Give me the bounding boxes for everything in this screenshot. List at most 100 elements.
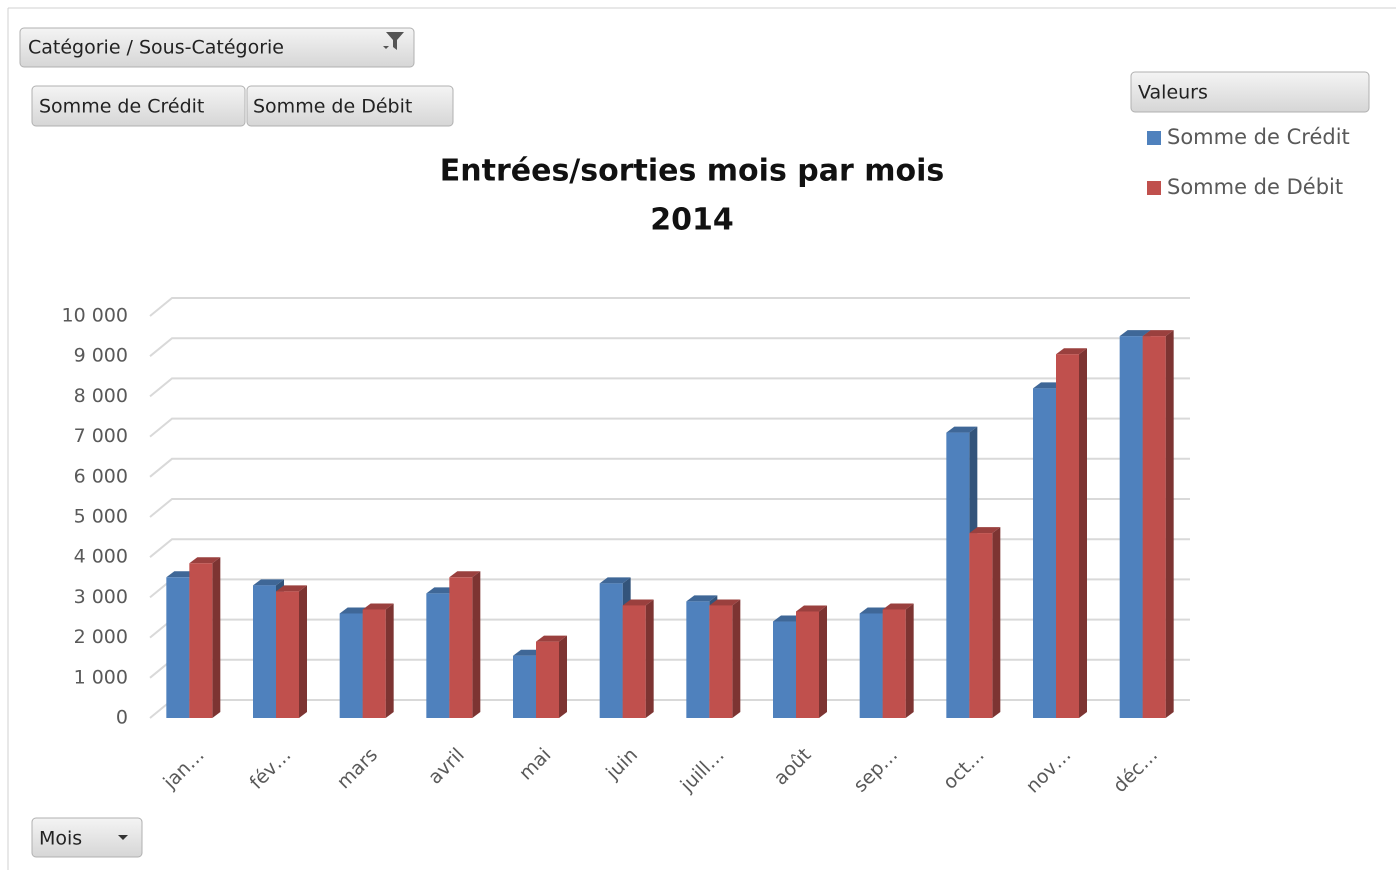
bar-front (513, 655, 536, 718)
bar-front (449, 577, 473, 718)
grid-line (149, 457, 1190, 478)
x-tick-label: août (770, 744, 816, 790)
x-tick-label: juill… (676, 744, 729, 797)
x-tick-label: mai (515, 744, 556, 785)
bar-top (189, 557, 221, 564)
bar (882, 603, 914, 718)
bar-front (709, 605, 733, 718)
grid-line (149, 297, 1190, 317)
bar-top (969, 527, 1001, 534)
bar-side (559, 635, 567, 718)
bar-top (536, 635, 567, 642)
bar-front (362, 609, 386, 718)
bar (536, 635, 567, 718)
bar (1056, 348, 1087, 718)
y-tick-label: 3 000 (74, 586, 128, 608)
bar (362, 603, 394, 718)
bar-top (946, 426, 978, 433)
x-tick-label: mars (333, 744, 382, 793)
y-tick-label: 4 000 (74, 546, 128, 568)
bar-front (166, 577, 190, 718)
grid-line (149, 417, 1190, 438)
bar (449, 571, 481, 718)
bar-front (686, 601, 710, 718)
bar-top (276, 585, 307, 592)
y-tick-label: 6 000 (74, 465, 128, 487)
bar-side (819, 605, 827, 718)
grid-line (149, 377, 1190, 398)
bar-front (882, 609, 906, 718)
legend-label: Somme de Débit (1167, 175, 1343, 199)
bar-top (253, 579, 284, 586)
y-tick-label: 9 000 (74, 345, 128, 367)
bar-side (472, 571, 481, 718)
legend-title: Valeurs (1138, 82, 1208, 104)
bar-side (1165, 330, 1174, 718)
bar-top (1119, 330, 1151, 337)
y-tick-label: 1 000 (74, 666, 128, 688)
bar-side (992, 527, 1001, 718)
y-tick-label: 2 000 (74, 626, 128, 648)
legend-swatch (1147, 131, 1161, 145)
x-tick-label: avril (424, 744, 469, 789)
bar-front (426, 593, 450, 718)
bar-front (1119, 336, 1143, 718)
x-tick-label: juin (601, 744, 642, 785)
x-tick-label: jan… (159, 744, 209, 794)
bar-front (599, 583, 623, 718)
bar (276, 585, 307, 718)
bar (796, 605, 827, 718)
grid-line (149, 538, 1190, 558)
bar-front (969, 533, 993, 718)
bar-top (796, 605, 827, 612)
axis-field-label: Mois (39, 828, 82, 850)
bar-front (622, 605, 646, 718)
bar-front (946, 432, 970, 718)
bar-front (1033, 388, 1056, 718)
bar-side (645, 599, 654, 718)
legend-label: Somme de Crédit (1167, 125, 1350, 149)
x-tick-label: sep… (849, 744, 902, 797)
bar-side (905, 603, 914, 718)
legend-title-button[interactable]: Valeurs (1130, 71, 1370, 113)
bar-front (189, 563, 213, 718)
bar-front (276, 591, 299, 718)
grid-line (149, 498, 1190, 518)
bar (1142, 330, 1174, 718)
bar-front (1056, 354, 1079, 718)
value-field-button[interactable]: Somme de Crédit (31, 85, 246, 127)
bar-top (622, 599, 654, 606)
bar (622, 599, 654, 718)
chart-title: Entrées/sorties mois par mois (440, 154, 944, 189)
bar-top (449, 571, 481, 578)
bar-top (1056, 348, 1087, 355)
value-field-button[interactable]: Somme de Débit (246, 85, 454, 127)
x-tick-label: fév… (245, 744, 295, 794)
bar-front (859, 613, 883, 718)
bar-side (385, 603, 394, 718)
bar-side (212, 557, 221, 718)
bar-front (796, 611, 819, 718)
x-tick-label: nov… (1022, 744, 1076, 798)
filter-label: Catégorie / Sous-Catégorie (28, 37, 284, 59)
chart-subtitle: 2014 (650, 203, 734, 238)
grid-line (149, 337, 1190, 357)
bar-top (362, 603, 394, 610)
y-tick-label: 5 000 (74, 506, 128, 528)
x-tick-label: oct… (939, 744, 989, 794)
bar-top (882, 603, 914, 610)
value-field-label: Somme de Débit (253, 96, 412, 118)
bar-front (253, 585, 276, 718)
legend-swatch (1147, 181, 1161, 195)
bar-top (709, 599, 741, 606)
bar-front (536, 641, 559, 718)
y-tick-label: 7 000 (74, 425, 128, 447)
axis-field-button[interactable]: Mois (31, 817, 143, 858)
bar-front (1142, 336, 1166, 718)
bar-front (339, 613, 363, 718)
filter-button[interactable]: Catégorie / Sous-Catégorie (19, 27, 415, 68)
bar (709, 599, 741, 718)
y-tick-label: 8 000 (74, 385, 128, 407)
bar (189, 557, 221, 718)
